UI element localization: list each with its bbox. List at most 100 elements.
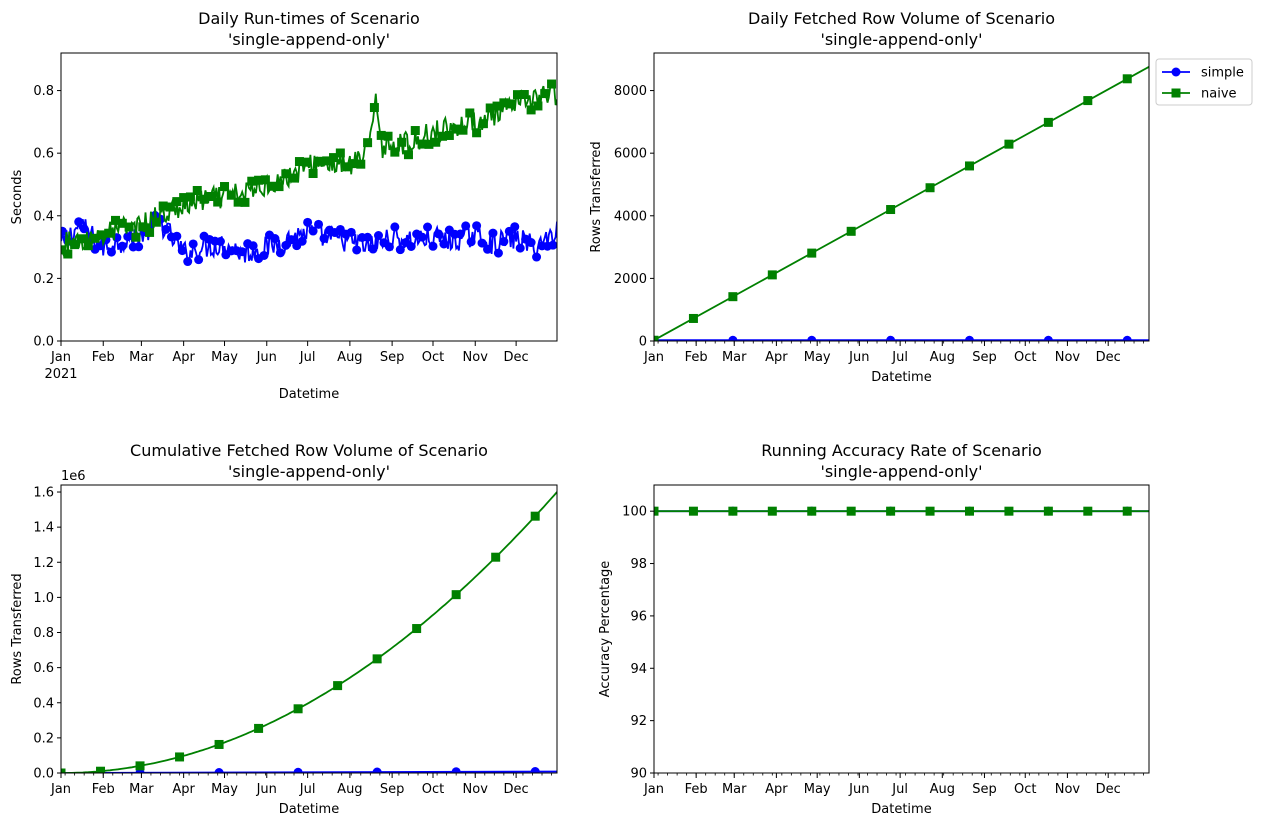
marker-naive xyxy=(274,182,284,192)
axes-frame xyxy=(60,52,558,342)
marker-simple xyxy=(455,229,465,239)
marker-simple xyxy=(123,232,133,242)
marker-simple xyxy=(417,232,427,242)
marker-simple xyxy=(79,224,89,234)
marker-naive xyxy=(925,506,935,516)
y-tick-label: 98 xyxy=(630,557,647,572)
plot-area xyxy=(654,66,1149,341)
marker-naive xyxy=(519,90,529,100)
marker-simple xyxy=(352,245,362,255)
y-tick-label: 4000 xyxy=(614,209,647,224)
marker-naive xyxy=(506,99,516,109)
y-tick-label: 0.4 xyxy=(33,696,54,711)
marker-simple xyxy=(314,219,324,229)
marker-naive xyxy=(131,232,141,242)
x-tick-label: Oct xyxy=(422,350,444,365)
x-tick-label: Jan xyxy=(50,350,71,365)
marker-naive xyxy=(547,79,557,89)
marker-simple xyxy=(1122,335,1132,341)
marker-naive xyxy=(458,125,468,135)
x-tick-label: Nov xyxy=(1055,782,1081,797)
marker-simple xyxy=(134,242,144,252)
marker-naive xyxy=(294,157,304,167)
chart-title-line: 'single-append-only' xyxy=(228,462,390,481)
x-tick-label: Jul xyxy=(891,350,908,365)
y-axis-label: Rows Transferred xyxy=(589,141,604,252)
plot-area xyxy=(61,79,557,267)
marker-simple xyxy=(308,226,318,236)
x-tick-label: Apr xyxy=(765,782,788,797)
x-tick-label: Dec xyxy=(504,350,529,365)
series-line-naive xyxy=(61,491,557,773)
marker-naive xyxy=(886,205,896,215)
x-tick-label: Feb xyxy=(685,782,708,797)
y-tick-label: 0.8 xyxy=(33,626,54,641)
marker-naive xyxy=(124,222,134,232)
marker-naive xyxy=(135,761,145,771)
x-tick-label: Aug xyxy=(337,350,362,365)
y-axis-label: Rows Transferred xyxy=(10,573,25,684)
marker-naive xyxy=(533,101,543,111)
chart-panel-1: Daily Run-times of Scenario 'single-appen… xyxy=(10,9,558,402)
marker-simple xyxy=(451,767,461,773)
marker-simple xyxy=(483,244,493,254)
x-axis-label: Datetime xyxy=(279,387,339,402)
marker-naive xyxy=(363,138,373,148)
marker-naive xyxy=(372,654,382,664)
marker-naive xyxy=(485,103,495,113)
x-tick-label: Mar xyxy=(129,782,154,797)
marker-naive xyxy=(179,193,189,203)
x-tick-label: Feb xyxy=(92,782,115,797)
marker-simple xyxy=(293,767,303,773)
marker-naive xyxy=(356,159,366,169)
y-tick-label: 0.0 xyxy=(33,335,54,350)
marker-simple xyxy=(373,231,383,241)
marker-simple xyxy=(807,335,817,341)
marker-simple xyxy=(74,217,84,227)
marker-naive xyxy=(322,156,332,166)
marker-simple xyxy=(161,224,171,234)
y-tick-label: 92 xyxy=(630,714,647,729)
legend-marker-naive xyxy=(1171,88,1181,98)
chart-title-line: Running Accuracy Rate of Scenario xyxy=(761,441,1042,460)
x-tick-label: Jul xyxy=(299,782,316,797)
x-tick-label: Nov xyxy=(463,782,489,797)
x-tick-label: May xyxy=(211,350,238,365)
marker-simple xyxy=(472,221,482,231)
marker-simple xyxy=(461,221,471,231)
x-tick-label: May xyxy=(804,782,831,797)
offset-label: 1e6 xyxy=(61,469,86,484)
x-tick-label: Dec xyxy=(504,782,529,797)
marker-simple xyxy=(499,237,509,247)
marker-naive xyxy=(145,227,155,237)
x-tick-label: Jan xyxy=(643,782,664,797)
marker-simple xyxy=(237,247,247,257)
y-tick-label: 6000 xyxy=(614,147,647,162)
marker-naive xyxy=(1043,506,1053,516)
y-tick-label: 100 xyxy=(622,505,647,520)
marker-simple xyxy=(346,227,356,237)
y-tick-label: 0.8 xyxy=(33,84,54,99)
x-year-label: 2021 xyxy=(44,367,77,382)
axes-frame xyxy=(653,484,1150,774)
marker-naive xyxy=(964,161,974,171)
series-markers-naive xyxy=(654,74,1132,341)
marker-naive xyxy=(390,147,400,157)
marker-naive xyxy=(1004,139,1014,149)
axes-frame xyxy=(653,52,1150,342)
marker-simple xyxy=(372,767,382,773)
chart-title-line: 'single-append-only' xyxy=(820,30,982,49)
marker-naive xyxy=(172,197,182,207)
x-axis-label: Datetime xyxy=(279,802,339,817)
marker-naive xyxy=(111,215,121,225)
marker-naive xyxy=(1004,506,1014,516)
marker-naive xyxy=(540,89,550,99)
y-tick-label: 8000 xyxy=(614,84,647,99)
marker-naive xyxy=(335,148,345,158)
x-tick-label: Jun xyxy=(256,782,277,797)
x-tick-label: Dec xyxy=(1096,350,1121,365)
marker-naive xyxy=(530,511,540,521)
y-tick-label: 1.6 xyxy=(33,486,54,501)
marker-naive xyxy=(260,175,270,185)
marker-simple xyxy=(439,239,449,249)
